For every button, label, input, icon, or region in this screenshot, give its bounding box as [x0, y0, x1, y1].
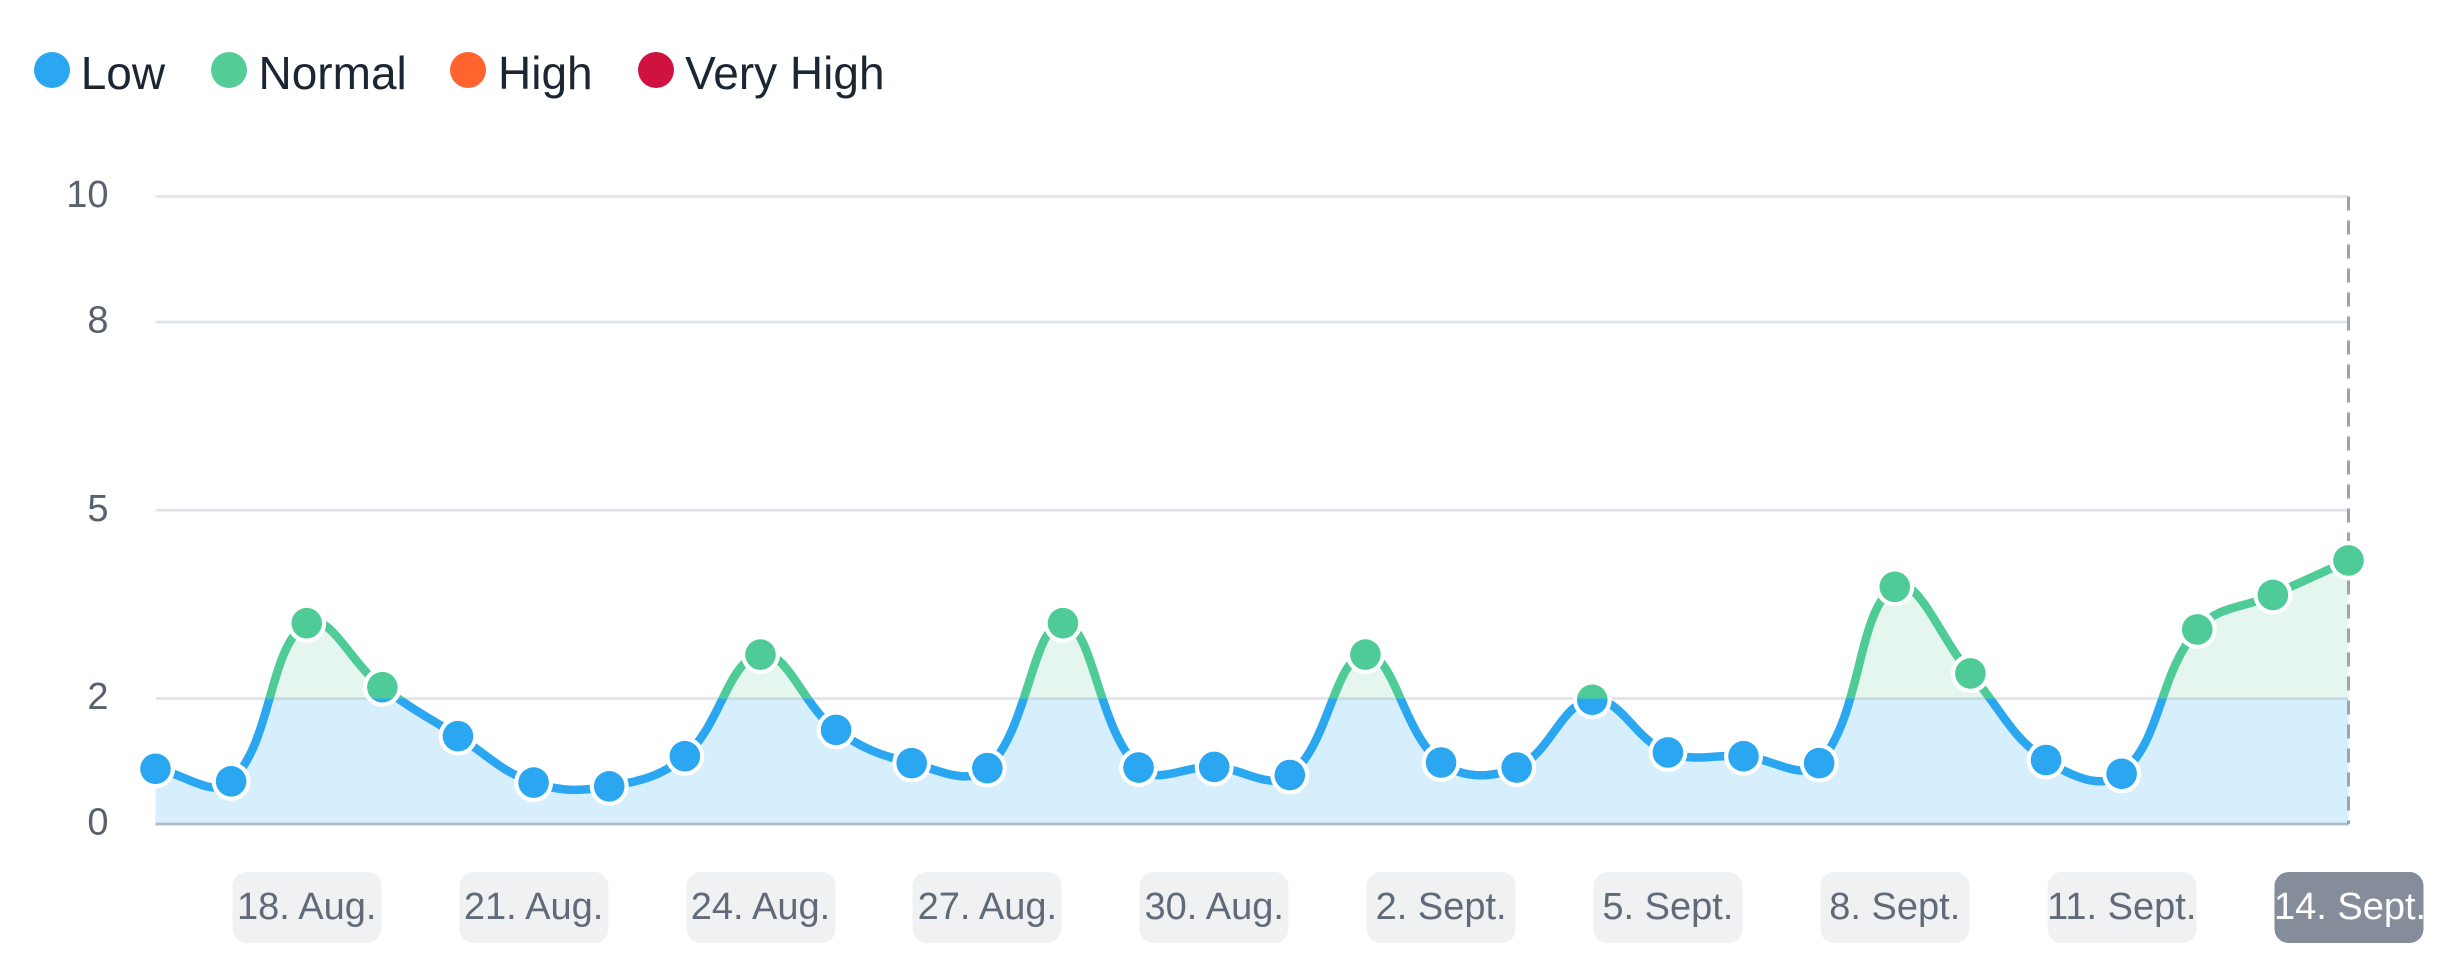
svg-text:10: 10 [66, 174, 108, 216]
svg-text:0: 0 [87, 802, 108, 844]
svg-text:8: 8 [87, 300, 108, 342]
svg-text:5: 5 [87, 488, 108, 530]
svg-text:2: 2 [87, 676, 108, 718]
